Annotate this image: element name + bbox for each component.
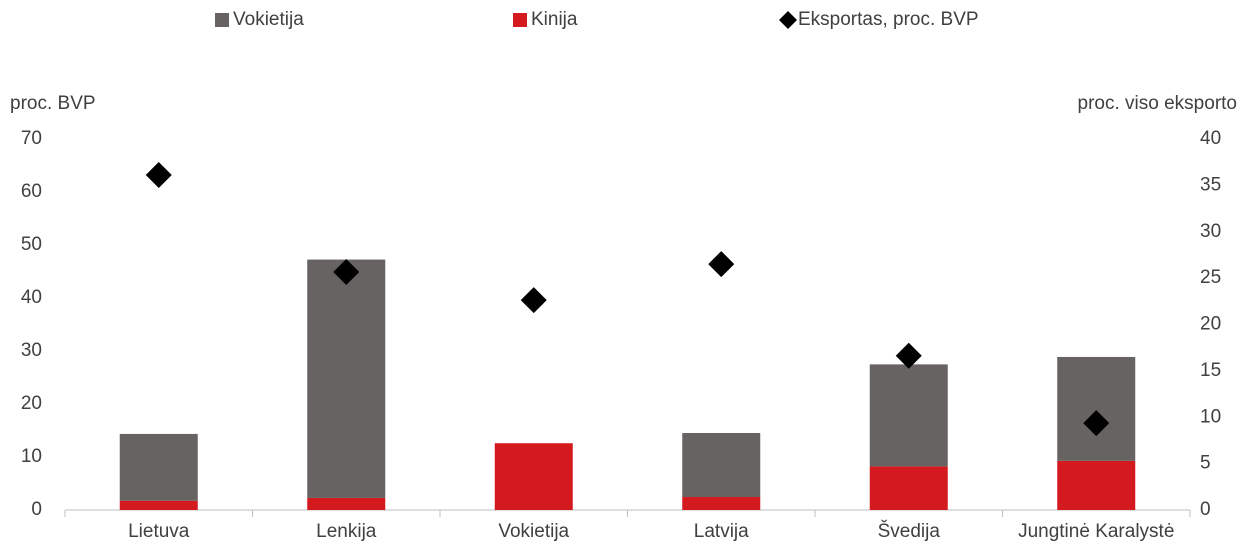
y2-tick-label: 15: [1200, 360, 1221, 381]
bar: [869, 364, 948, 467]
diamond-marker: [520, 287, 547, 314]
y-tick-label: 40: [21, 287, 42, 308]
diamond-marker: [708, 251, 735, 278]
x-tick-label: Švedija: [878, 520, 941, 542]
bar: [869, 466, 948, 510]
y-tick-label: 70: [21, 128, 42, 149]
y2-tick-label: 10: [1200, 406, 1221, 427]
legend-marker: [779, 11, 797, 29]
y-tick-label: 0: [31, 499, 42, 520]
y2-tick-label: 40: [1200, 128, 1221, 149]
bar: [1057, 356, 1136, 461]
x-tick-label: Vokietija: [498, 521, 569, 542]
y-tick-label: 60: [21, 181, 42, 202]
y2-tick-label: 0: [1200, 499, 1211, 520]
diamond-marker: [1083, 410, 1110, 437]
bar: [307, 259, 386, 498]
y-tick-label: 50: [21, 234, 42, 255]
y2-tick-label: 20: [1200, 314, 1221, 335]
bar: [307, 497, 386, 510]
y2-tick-label: 5: [1200, 453, 1211, 474]
legend-label: Vokietija: [233, 9, 304, 30]
bar: [119, 433, 198, 501]
diamond-marker: [895, 342, 922, 369]
bar: [1057, 460, 1136, 510]
y-tick-label: 10: [21, 446, 42, 467]
x-tick-label: Lietuva: [128, 521, 190, 542]
x-tick-label: Lenkija: [316, 521, 377, 542]
x-tick-label: Latvija: [694, 521, 749, 542]
y-axis-label: proc. BVP: [10, 93, 96, 114]
y2-tick-label: 30: [1200, 221, 1221, 242]
y-tick-label: 20: [21, 393, 42, 414]
y2-tick-label: 25: [1200, 267, 1221, 288]
y2-tick-label: 35: [1200, 174, 1221, 195]
diamond-marker: [333, 259, 360, 286]
bar: [119, 500, 198, 510]
legend-marker: [215, 13, 229, 27]
bar: [682, 433, 761, 498]
bar: [682, 497, 761, 510]
bar: [494, 443, 573, 510]
legend-marker: [513, 13, 527, 27]
diamond-marker: [145, 162, 172, 189]
y2-axis-label: proc. viso eksporto: [1078, 93, 1237, 114]
legend-label: Eksportas, proc. BVP: [798, 9, 979, 30]
x-tick-label: Jungtinė Karalystė: [1018, 521, 1174, 542]
y-tick-label: 30: [21, 340, 42, 361]
legend-label: Kinija: [531, 9, 578, 30]
